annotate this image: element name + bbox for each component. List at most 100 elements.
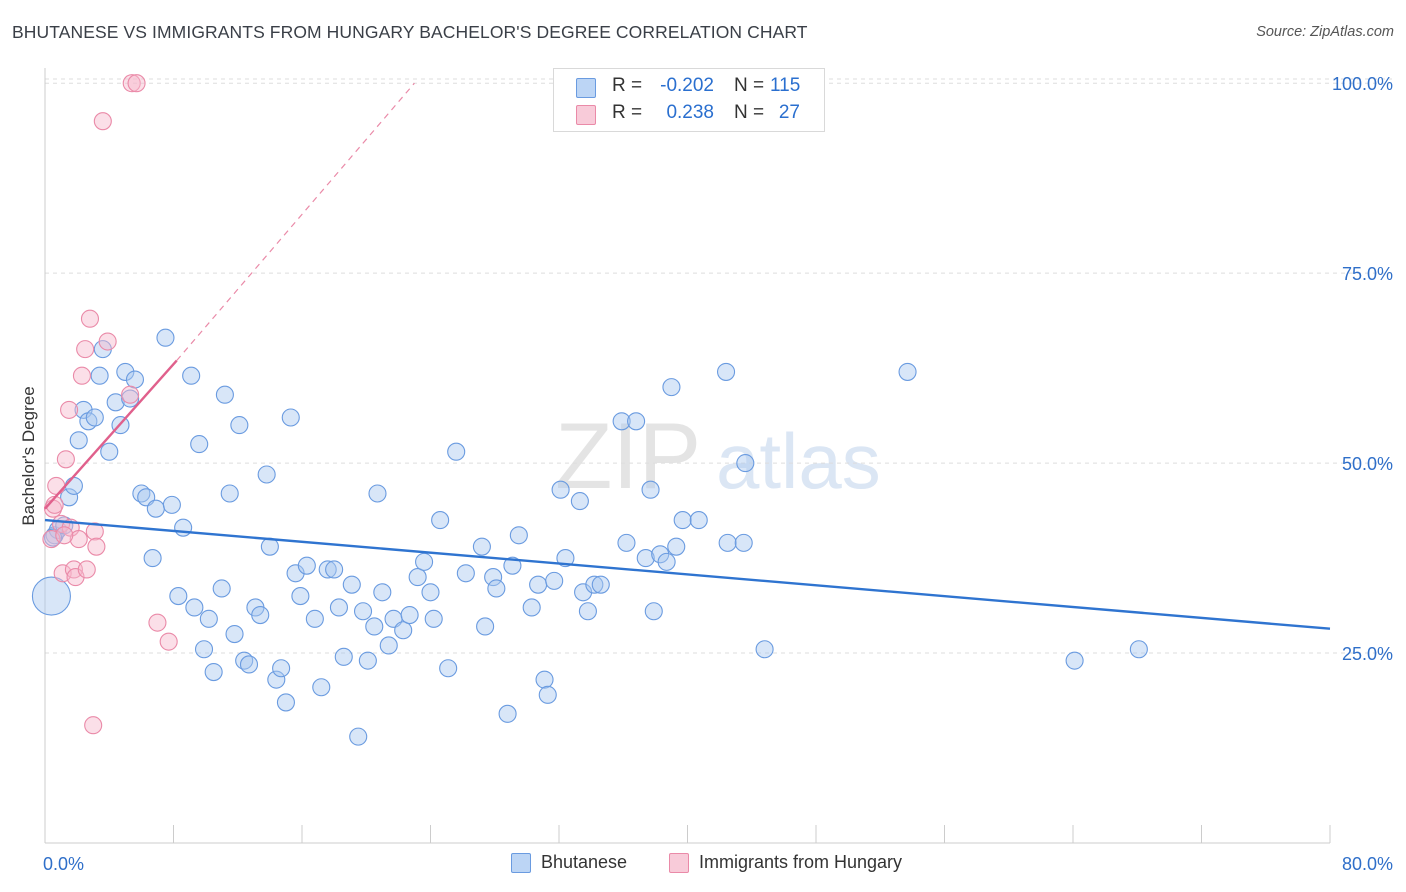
hungary-trend-extension <box>176 82 415 361</box>
bhutanese-point <box>755 640 774 659</box>
bhutanese-point <box>31 576 71 616</box>
bhutanese-trend-line <box>44 518 1331 630</box>
bhutanese-point <box>297 556 316 575</box>
bhutanese-point <box>538 685 557 704</box>
grid-lines <box>45 78 1392 654</box>
hungary-point <box>80 309 100 328</box>
axes <box>44 68 1331 844</box>
hungary-point <box>84 716 103 735</box>
bhutanese-point <box>545 571 564 590</box>
bhutanese-point <box>431 511 450 530</box>
bhutanese-point <box>447 442 466 461</box>
legend-swatch-pink <box>576 105 596 125</box>
bhutanese-point <box>627 412 646 431</box>
bhutanese-point <box>585 575 604 594</box>
bhutanese-point <box>291 587 310 606</box>
bhutanese-point <box>194 640 214 659</box>
hungary-point <box>121 385 140 404</box>
x-tick-label-max: 80.0% <box>1342 854 1393 874</box>
bhutanese-point <box>578 602 597 621</box>
bhutanese-point <box>1065 651 1084 670</box>
y-tick-label: 75.0% <box>1342 264 1393 284</box>
legend-r-value-bhutanese: -0.202 <box>660 75 714 96</box>
bhutanese-point <box>498 704 517 723</box>
bhutanese-point <box>215 385 234 404</box>
bhutanese-point <box>373 583 392 602</box>
hungary-point <box>148 613 167 632</box>
bhutanese-point <box>716 362 736 381</box>
y-axis-label: Bachelor's Degree <box>19 386 38 525</box>
bhutanese-point <box>673 511 692 530</box>
bhutanese-point <box>415 552 434 571</box>
legend-row-hungary: R = 0.238 N = 27 <box>554 101 824 127</box>
legend-n-value-bhutanese: 115 <box>770 75 801 96</box>
bhutanese-point <box>424 609 443 628</box>
hungary-point <box>55 526 74 545</box>
hungary-point <box>87 537 106 556</box>
legend-r-value-hungary: 0.238 <box>666 102 714 123</box>
bhutanese-point <box>368 484 387 503</box>
legend-row-bhutanese: R = -0.202 N = 115 <box>554 74 824 100</box>
bhutanese-point <box>421 583 440 602</box>
hungary-point <box>52 514 71 533</box>
bhutanese-point <box>400 606 419 625</box>
hungary-point <box>47 476 66 495</box>
hungary-point <box>69 530 88 549</box>
bhutanese-point <box>529 575 548 594</box>
bhutanese-point <box>251 606 270 625</box>
bhutanese-point <box>146 499 165 518</box>
legend-r-label: R = <box>612 102 643 123</box>
bhutanese-point <box>472 537 491 556</box>
hungary-point <box>60 400 79 419</box>
bhutanese-point <box>334 647 353 666</box>
bhutanese-point <box>1129 640 1148 659</box>
bhutanese-point <box>116 362 135 381</box>
y-tick-label: 50.0% <box>1342 454 1393 474</box>
bhutanese-points <box>31 328 1148 746</box>
y-tick-label: 100.0% <box>1332 74 1393 94</box>
bhutanese-point <box>617 533 636 552</box>
legend-n-label: N = <box>734 75 765 96</box>
bhutanese-point <box>358 651 377 670</box>
bhutanese-point <box>199 609 218 628</box>
hungary-point <box>64 560 83 579</box>
bhutanese-point <box>509 526 528 545</box>
bhutanese-point <box>121 389 140 408</box>
bhutanese-point <box>225 625 244 644</box>
source-label: Source: ZipAtlas.com <box>1256 24 1394 40</box>
legend-r-label: R = <box>612 75 643 96</box>
bhutanese-point <box>174 518 193 537</box>
bhutanese-point <box>60 488 79 507</box>
bhutanese-point <box>100 442 119 461</box>
bhutanese-point <box>689 511 708 530</box>
bhutanese-point <box>169 587 188 606</box>
bhutanese-point <box>641 480 660 499</box>
bhutanese-point <box>570 492 589 511</box>
bhutanese-point <box>535 670 554 689</box>
hungary-point <box>127 74 146 93</box>
hungary-points <box>42 74 178 735</box>
series-swatch-pink <box>669 853 689 873</box>
bhutanese-point <box>734 533 753 552</box>
bhutanese-point <box>276 693 295 712</box>
bhutanese-point <box>644 602 663 621</box>
series-label-hungary: Immigrants from Hungary <box>699 852 903 872</box>
hungary-point <box>159 632 178 651</box>
bhutanese-point <box>365 617 384 636</box>
bhutanese-point <box>220 484 239 503</box>
hungary-point <box>98 332 117 351</box>
bhutanese-point <box>487 579 506 598</box>
bhutanese-point <box>484 568 503 587</box>
series-label-bhutanese: Bhutanese <box>541 852 628 872</box>
bhutanese-point <box>342 575 361 594</box>
bhutanese-point <box>267 670 286 689</box>
bhutanese-point <box>90 366 109 385</box>
bhutanese-point <box>636 549 655 568</box>
series-swatch-blue <box>511 853 531 873</box>
bhutanese-point <box>612 412 631 431</box>
bhutanese-point <box>349 727 368 746</box>
legend-n-value-hungary: 27 <box>778 102 800 123</box>
bhutanese-point <box>736 454 755 473</box>
tick-labels: 25.0% 50.0% 75.0% 100.0% 0.0% 80.0% <box>43 74 1393 874</box>
